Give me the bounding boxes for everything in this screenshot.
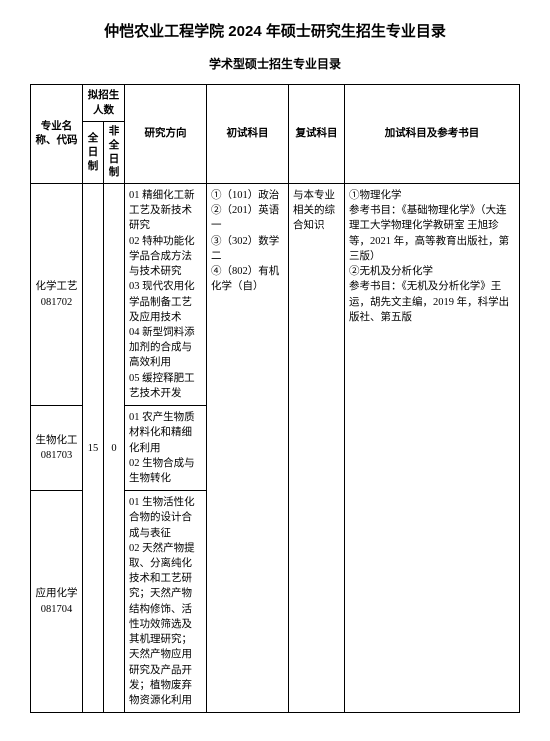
extra-cell: ①物理化学参考书目：《基础物理化学》（大连理工大学物理化学教研室 王旭珍等，20… [345, 184, 520, 713]
header-quota-part: 非全日制 [104, 122, 125, 184]
direction-cell: 01 生物活性化合物的设计合成与表征02 天然产物提取、分离纯化技术和工艺研究；… [125, 491, 207, 713]
major-name: 化学工艺 [34, 279, 79, 294]
header-direction: 研究方向 [125, 85, 207, 184]
page-sub-title: 学术型硕士招生专业目录 [30, 55, 520, 72]
major-name: 生物化工 [34, 433, 79, 448]
header-extra: 加试科目及参考书目 [345, 85, 520, 184]
major-code: 081702 [34, 295, 79, 310]
direction-cell: 01 精细化工新工艺及新技术研究02 特种功能化学品合成方法与技术研究03 现代… [125, 184, 207, 406]
major-cell: 化学工艺 081702 [31, 184, 83, 406]
page-main-title: 仲恺农业工程学院 2024 年硕士研究生招生专业目录 [30, 20, 520, 41]
major-code: 081704 [34, 602, 79, 617]
header-retest: 复试科目 [289, 85, 345, 184]
major-cell: 应用化学 081704 [31, 491, 83, 713]
table-row: 化学工艺 081702 15 0 01 精细化工新工艺及新技术研究02 特种功能… [31, 184, 520, 406]
initial-cell: ①（101）政治②（201）英语一③（302）数学二④（802）有机化学（自） [207, 184, 289, 713]
header-quota-full: 全日制 [83, 122, 104, 184]
quota-full-cell: 15 [83, 184, 104, 713]
catalog-table: 专业名称、代码 拟招生人数 研究方向 初试科目 复试科目 加试科目及参考书目 全… [30, 84, 520, 713]
quota-part-cell: 0 [104, 184, 125, 713]
major-name: 应用化学 [34, 586, 79, 601]
header-initial: 初试科目 [207, 85, 289, 184]
table-header-row-1: 专业名称、代码 拟招生人数 研究方向 初试科目 复试科目 加试科目及参考书目 [31, 85, 520, 122]
header-quota-group: 拟招生人数 [83, 85, 125, 122]
major-cell: 生物化工 081703 [31, 406, 83, 491]
retest-cell: 与本专业相关的综合知识 [289, 184, 345, 713]
header-major: 专业名称、代码 [31, 85, 83, 184]
direction-cell: 01 农产生物质材料化和精细化利用02 生物合成与生物转化 [125, 406, 207, 491]
major-code: 081703 [34, 448, 79, 463]
